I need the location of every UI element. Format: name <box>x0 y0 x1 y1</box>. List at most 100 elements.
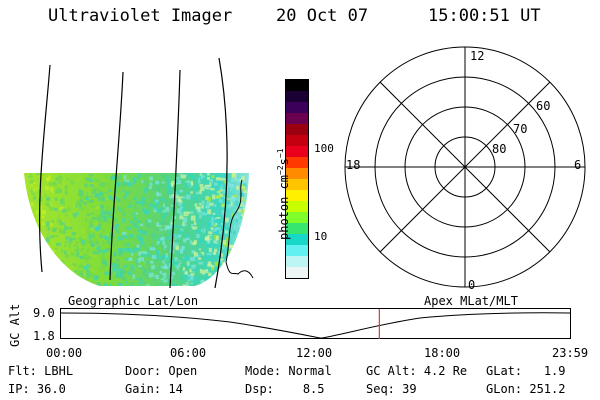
uv-pixel <box>164 247 170 250</box>
colorbar-segment <box>286 201 308 212</box>
uv-pixel <box>130 250 134 253</box>
uv-pixel <box>165 259 170 264</box>
uv-pixel <box>211 185 217 189</box>
uv-pixel <box>236 238 239 241</box>
uv-pixel <box>169 259 172 263</box>
uv-pixel <box>127 203 132 206</box>
uv-pixel <box>145 251 148 256</box>
uv-pixel <box>29 238 34 244</box>
uv-pixel <box>183 238 187 243</box>
uv-pixel <box>68 256 73 261</box>
uv-pixel <box>144 187 148 191</box>
uv-pixel <box>186 192 189 195</box>
uv-pixel <box>132 253 137 256</box>
uv-pixel <box>27 264 30 269</box>
uv-pixel <box>68 243 71 248</box>
uv-pixel <box>132 246 138 250</box>
uv-pixel <box>131 194 136 198</box>
uv-pixel <box>79 199 84 203</box>
uv-pixel <box>106 212 112 216</box>
uv-pixel <box>240 229 243 234</box>
timeline-y-top: 9.0 <box>33 306 55 320</box>
uv-pixel <box>78 207 83 211</box>
uv-pixel <box>153 208 157 213</box>
uv-pixel <box>35 178 41 183</box>
uv-pixel <box>53 227 58 230</box>
uv-pixel <box>54 197 58 201</box>
uv-pixel <box>80 284 84 286</box>
uv-pixel <box>85 177 89 181</box>
uv-pixel <box>211 265 215 269</box>
uv-pixel <box>226 186 229 192</box>
uv-pixel <box>118 274 124 279</box>
uv-pixel <box>232 173 237 178</box>
uv-pixel <box>33 272 39 276</box>
uv-pixel <box>246 227 249 232</box>
uv-pixel <box>159 222 164 225</box>
uv-pixel <box>29 173 33 176</box>
uv-pixel <box>96 206 101 209</box>
uv-pixel <box>233 194 237 198</box>
uv-pixel <box>52 182 57 187</box>
uv-pixel <box>245 274 249 278</box>
uv-pixel <box>148 185 152 189</box>
uv-pixel <box>219 282 224 285</box>
uv-pixel <box>170 192 174 195</box>
uv-pixel <box>207 221 212 227</box>
uv-pixel <box>176 266 179 270</box>
uv-pixel <box>215 230 219 234</box>
uv-pixel <box>32 223 37 227</box>
uv-pixel <box>145 211 150 215</box>
uv-pixel <box>133 244 137 248</box>
status-glat: GLat: 1.9 <box>486 364 566 378</box>
uv-pixel <box>49 250 52 255</box>
uv-pixel <box>243 195 247 200</box>
uv-pixel <box>34 267 39 272</box>
uv-pixel <box>32 188 35 191</box>
uv-pixel <box>24 235 27 239</box>
uv-pixel <box>219 183 222 188</box>
uv-pixel <box>53 208 58 211</box>
uv-pixel <box>185 182 191 187</box>
uv-pixel <box>200 208 205 212</box>
uv-pixel <box>222 270 226 276</box>
colorbar-segment <box>286 256 308 267</box>
uv-pixel <box>57 176 63 181</box>
uv-pixel <box>82 266 88 270</box>
uv-pixel <box>197 281 201 284</box>
uv-pixel <box>143 245 146 248</box>
uv-pixel <box>70 179 73 184</box>
uv-pixel <box>184 234 190 238</box>
uv-pixel <box>59 221 63 225</box>
uv-pixel <box>241 175 245 181</box>
uv-pixel <box>219 278 223 282</box>
uv-pixel <box>225 269 228 274</box>
uv-pixel <box>80 285 85 286</box>
uv-pixel <box>86 200 92 204</box>
uv-pixel <box>136 255 139 260</box>
uv-pixel <box>210 213 214 218</box>
uv-pixel <box>250 286 253 290</box>
uv-pixel <box>179 173 183 179</box>
uv-pixel <box>122 187 125 193</box>
uv-pixel <box>24 173 28 177</box>
uv-pixel <box>188 285 193 286</box>
uv-pixel <box>111 241 116 246</box>
uv-pixel <box>54 230 57 235</box>
uv-pixel <box>215 222 218 226</box>
uv-pixel <box>151 254 157 259</box>
status-glon: GLon: 251.2 <box>486 382 566 396</box>
uv-pixel <box>210 277 214 283</box>
uv-pixel <box>148 272 154 278</box>
uv-pixel <box>109 232 113 237</box>
uv-pixel <box>171 271 176 276</box>
uv-pixel <box>149 247 155 251</box>
uv-pixel <box>89 264 93 268</box>
uv-pixel <box>52 267 55 270</box>
uv-pixel <box>101 254 104 259</box>
uv-pixel <box>182 217 188 222</box>
uv-pixel <box>216 195 221 199</box>
uv-pixel <box>167 231 170 234</box>
coastline <box>225 179 254 279</box>
uv-pixel <box>56 283 61 286</box>
